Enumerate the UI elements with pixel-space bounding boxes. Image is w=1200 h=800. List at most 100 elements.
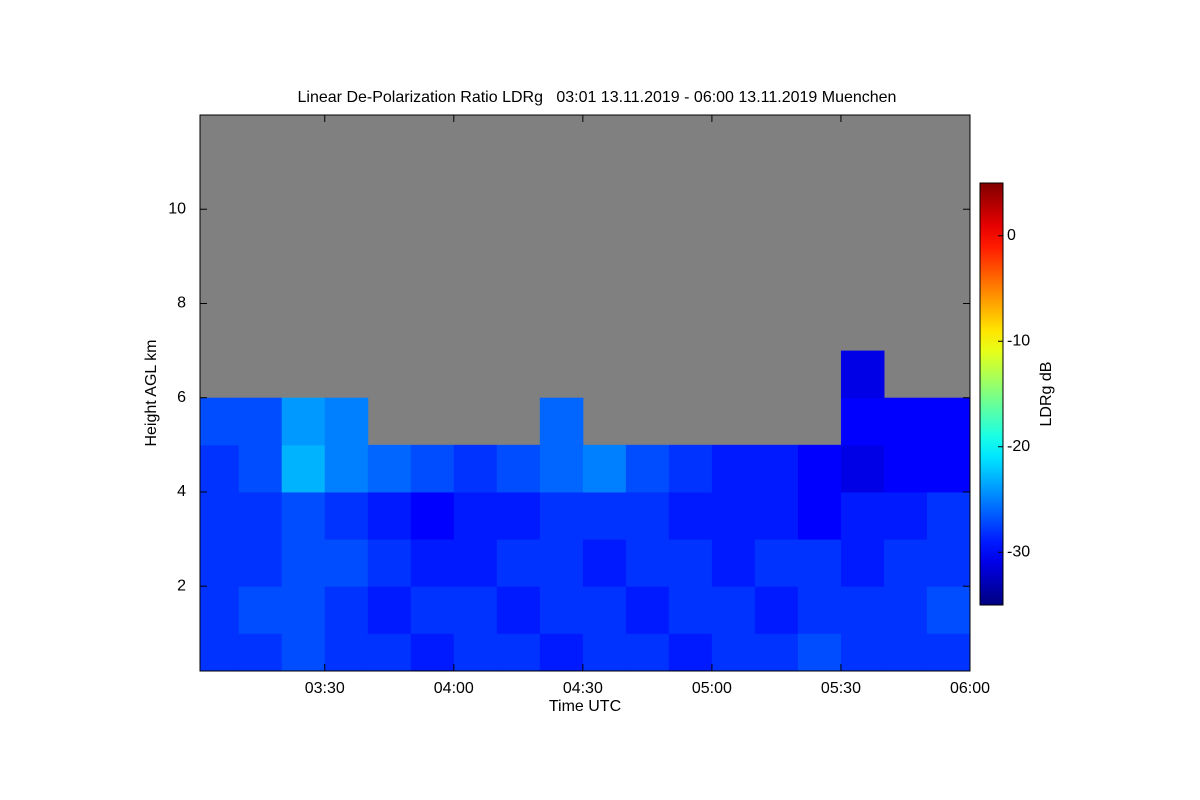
heatmap-cell	[200, 491, 240, 540]
colorbar-tick-label: -30	[1007, 543, 1030, 560]
x-axis-label: Time UTC	[549, 698, 621, 715]
heatmap-cell	[539, 539, 584, 587]
heatmap-cell	[582, 586, 627, 634]
heatmap-cell	[754, 633, 799, 671]
heatmap-cell	[410, 444, 455, 493]
heatmap-cell	[539, 397, 584, 446]
heatmap-cell	[625, 633, 670, 671]
heatmap-cell	[453, 539, 498, 587]
heatmap-cell	[281, 444, 326, 493]
heatmap-cell	[238, 586, 283, 634]
heatmap-cell	[324, 444, 369, 493]
heatmap-cell	[582, 539, 627, 587]
heatmap-cell	[883, 633, 928, 671]
heatmap-cell	[238, 539, 283, 587]
heatmap-cell	[281, 539, 326, 587]
heatmap	[200, 115, 970, 671]
heatmap-cell	[754, 539, 799, 587]
x-tick-label: 05:30	[821, 680, 861, 697]
heatmap-cell	[200, 586, 240, 634]
heatmap-cell	[324, 397, 369, 446]
heatmap-cell	[797, 491, 842, 540]
x-tick-label: 03:30	[305, 680, 345, 697]
heatmap-cell	[367, 539, 412, 587]
heatmap-cell	[281, 491, 326, 540]
heatmap-cell	[711, 491, 756, 540]
heatmap-cell	[367, 633, 412, 671]
heatmap-cell	[883, 397, 928, 446]
y-tick-label: 10	[168, 200, 186, 217]
heatmap-cell	[668, 444, 713, 493]
heatmap-cell	[625, 586, 670, 634]
heatmap-cell	[453, 633, 498, 671]
heatmap-cell	[711, 539, 756, 587]
heatmap-cell	[840, 586, 885, 634]
colorbar-tick-label: 0	[1007, 227, 1016, 244]
colorbar-tick-label: -20	[1007, 438, 1030, 455]
y-axis-label: Height AGL km	[143, 339, 160, 446]
heatmap-cell	[539, 586, 584, 634]
colorbar-label: LDRg dB	[1038, 362, 1055, 427]
heatmap-cell	[582, 444, 627, 493]
x-tick-label: 04:30	[563, 680, 603, 697]
heatmap-cell	[200, 539, 240, 587]
heatmap-cell	[797, 586, 842, 634]
heatmap-cell	[539, 491, 584, 540]
heatmap-cell	[238, 633, 283, 671]
heatmap-cell	[453, 491, 498, 540]
heatmap-cell	[324, 633, 369, 671]
x-tick-label: 05:00	[692, 680, 732, 697]
heatmap-cell	[883, 491, 928, 540]
heatmap-cell	[625, 444, 670, 493]
heatmap-cell	[840, 491, 885, 540]
heatmap-cell	[238, 491, 283, 540]
heatmap-cell	[496, 633, 541, 671]
heatmap-cell	[625, 491, 670, 540]
heatmap-cell	[200, 633, 240, 671]
heatmap-cell	[926, 397, 970, 446]
heatmap-cell	[238, 397, 283, 446]
heatmap-cell	[840, 539, 885, 587]
heatmap-cell	[883, 586, 928, 634]
y-tick-label: 6	[177, 389, 186, 406]
heatmap-cell	[797, 633, 842, 671]
heatmap-cell	[324, 491, 369, 540]
heatmap-cell	[840, 397, 885, 446]
heatmap-cell	[797, 539, 842, 587]
heatmap-cell	[281, 586, 326, 634]
x-tick-label: 06:00	[950, 680, 990, 697]
heatmap-cell	[324, 586, 369, 634]
heatmap-cell	[883, 539, 928, 587]
heatmap-cell	[840, 350, 885, 399]
heatmap-cell	[926, 539, 970, 587]
heatmap-cell	[367, 586, 412, 634]
colorbar-tick-label: -10	[1007, 332, 1030, 349]
heatmap-cell	[754, 586, 799, 634]
chart-title: Linear De-Polarization Ratio LDRg 03:01 …	[298, 89, 897, 106]
y-tick-label: 4	[177, 483, 186, 500]
plot-frame	[199, 114, 971, 672]
heatmap-cell	[324, 539, 369, 587]
y-tick-label: 8	[177, 295, 186, 312]
colorbar	[979, 182, 1004, 606]
heatmap-cell	[625, 539, 670, 587]
heatmap-cell	[840, 444, 885, 493]
heatmap-cell	[281, 633, 326, 671]
heatmap-cell	[883, 444, 928, 493]
heatmap-cell	[200, 397, 240, 446]
heatmap-cell	[539, 633, 584, 671]
y-tick-label: 2	[177, 577, 186, 594]
heatmap-cell	[754, 491, 799, 540]
heatmap-cell	[496, 586, 541, 634]
heatmap-cell	[410, 586, 455, 634]
heatmap-cell	[926, 633, 970, 671]
heatmap-cell	[496, 444, 541, 493]
heatmap-cell	[926, 444, 970, 493]
heatmap-cell	[200, 444, 240, 493]
heatmap-cell	[711, 633, 756, 671]
heatmap-cell	[754, 444, 799, 493]
heatmap-cell	[453, 444, 498, 493]
heatmap-cell	[496, 491, 541, 540]
